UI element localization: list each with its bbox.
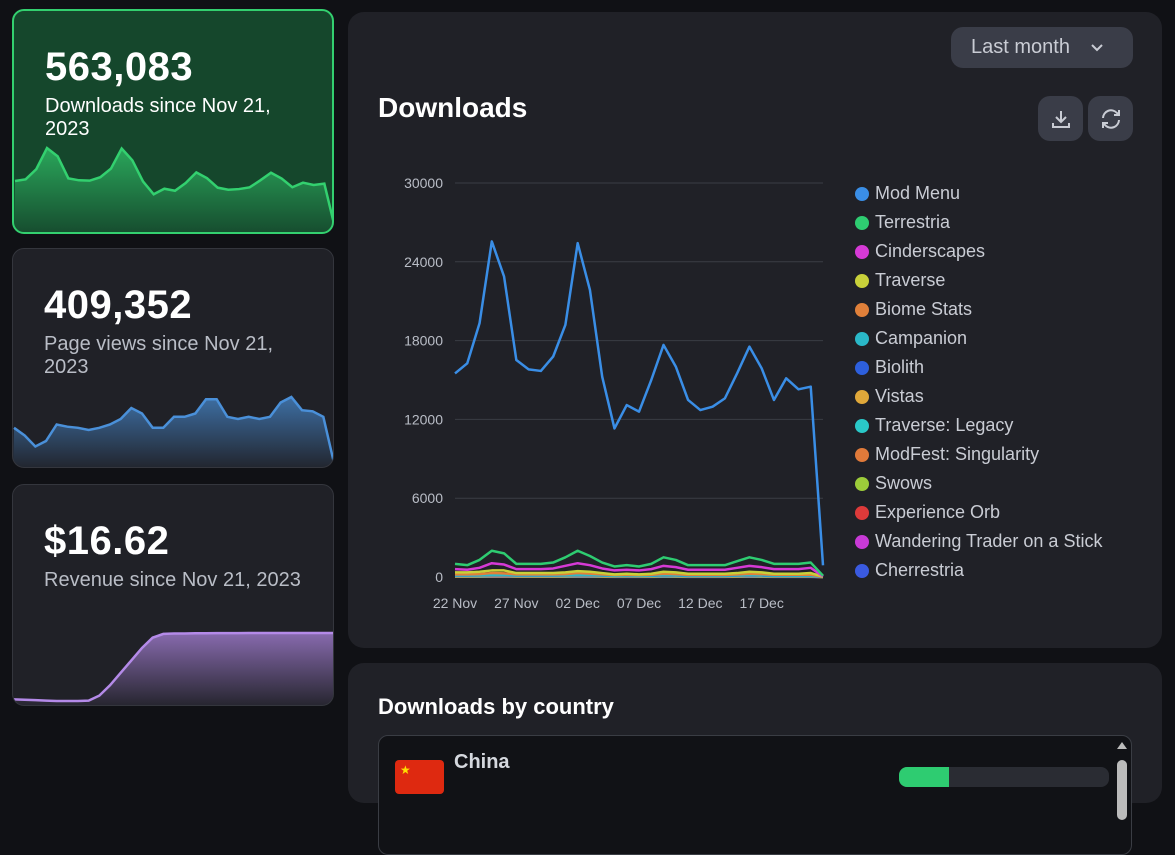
x-tick-label: 22 Nov bbox=[433, 595, 477, 611]
china-flag-icon: ★ bbox=[395, 760, 444, 794]
legend-dot-icon bbox=[855, 274, 869, 288]
legend-dot-icon bbox=[855, 535, 869, 549]
legend-label: Traverse bbox=[875, 270, 945, 291]
x-tick-label: 07 Dec bbox=[617, 595, 661, 611]
downloads-sparkline bbox=[14, 142, 334, 232]
y-tick-label: 0 bbox=[435, 569, 443, 585]
country-share-fill bbox=[899, 767, 949, 787]
legend-dot-icon bbox=[855, 361, 869, 375]
series-line-mod-menu bbox=[455, 241, 823, 565]
legend-label: Experience Orb bbox=[875, 502, 1000, 523]
downloads-total: 563,083 bbox=[45, 45, 193, 90]
x-tick-label: 02 Dec bbox=[555, 595, 599, 611]
page-views-sparkline bbox=[13, 387, 334, 467]
legend-item[interactable]: ModFest: Singularity bbox=[855, 440, 1102, 469]
revenue-sparkline bbox=[13, 625, 334, 705]
legend-label: Campanion bbox=[875, 328, 967, 349]
legend-item[interactable]: Mod Menu bbox=[855, 179, 1102, 208]
legend-label: Cinderscapes bbox=[875, 241, 985, 262]
legend-item[interactable]: Wandering Trader on a Stick bbox=[855, 527, 1102, 556]
legend-item[interactable]: Cherrestria bbox=[855, 556, 1102, 585]
legend-label: Cherrestria bbox=[875, 560, 964, 581]
legend-dot-icon bbox=[855, 564, 869, 578]
legend-item[interactable]: Biolith bbox=[855, 353, 1102, 382]
x-tick-label: 12 Dec bbox=[678, 595, 722, 611]
legend-item[interactable]: Experience Orb bbox=[855, 498, 1102, 527]
legend-item[interactable]: Terrestria bbox=[855, 208, 1102, 237]
page-views-total: 409,352 bbox=[44, 283, 192, 328]
country-share-bar bbox=[899, 767, 1109, 787]
legend-dot-icon bbox=[855, 187, 869, 201]
legend-label: ModFest: Singularity bbox=[875, 444, 1039, 465]
y-tick-label: 12000 bbox=[404, 411, 443, 427]
legend-label: Swows bbox=[875, 473, 932, 494]
y-tick-label: 18000 bbox=[404, 333, 443, 349]
legend-item[interactable]: Campanion bbox=[855, 324, 1102, 353]
chart-legend: Mod Menu Terrestria Cinderscapes Traverse Bi… bbox=[855, 179, 1102, 585]
country-row[interactable]: ★ China bbox=[379, 736, 1114, 796]
scroll-up-icon[interactable] bbox=[1115, 739, 1129, 751]
legend-label: Wandering Trader on a Stick bbox=[875, 531, 1102, 552]
legend-item[interactable]: Traverse: Legacy bbox=[855, 411, 1102, 440]
country-name: China bbox=[454, 751, 510, 774]
country-panel: Downloads by country ★ China bbox=[348, 663, 1162, 803]
revenue-card[interactable]: $16.62 Revenue since Nov 21, 2023 bbox=[12, 484, 334, 706]
legend-dot-icon bbox=[855, 390, 869, 404]
legend-dot-icon bbox=[855, 506, 869, 520]
legend-label: Biolith bbox=[875, 357, 924, 378]
legend-label: Terrestria bbox=[875, 212, 950, 233]
legend-item[interactable]: Swows bbox=[855, 469, 1102, 498]
legend-dot-icon bbox=[855, 216, 869, 230]
legend-label: Biome Stats bbox=[875, 299, 972, 320]
scrollbar-thumb[interactable] bbox=[1117, 760, 1127, 820]
y-tick-label: 30000 bbox=[404, 175, 443, 191]
legend-item[interactable]: Biome Stats bbox=[855, 295, 1102, 324]
legend-dot-icon bbox=[855, 303, 869, 317]
legend-dot-icon bbox=[855, 448, 869, 462]
revenue-total: $16.62 bbox=[44, 519, 169, 564]
page-views-card[interactable]: 409,352 Page views since Nov 21, 2023 bbox=[12, 248, 334, 468]
sparkline-area bbox=[13, 633, 334, 705]
legend-dot-icon bbox=[855, 332, 869, 346]
legend-dot-icon bbox=[855, 419, 869, 433]
legend-item[interactable]: Vistas bbox=[855, 382, 1102, 411]
legend-dot-icon bbox=[855, 245, 869, 259]
legend-item[interactable]: Traverse bbox=[855, 266, 1102, 295]
legend-dot-icon bbox=[855, 477, 869, 491]
scrollbar[interactable] bbox=[1115, 738, 1129, 855]
country-list: ★ China bbox=[378, 735, 1132, 855]
legend-label: Traverse: Legacy bbox=[875, 415, 1013, 436]
legend-item[interactable]: Cinderscapes bbox=[855, 237, 1102, 266]
country-title: Downloads by country bbox=[378, 694, 614, 720]
y-tick-label: 6000 bbox=[412, 490, 443, 506]
sparkline-area bbox=[13, 397, 334, 467]
x-tick-label: 17 Dec bbox=[739, 595, 783, 611]
revenue-label: Revenue since Nov 21, 2023 bbox=[44, 569, 304, 592]
x-tick-label: 27 Nov bbox=[494, 595, 538, 611]
page-views-label: Page views since Nov 21, 2023 bbox=[44, 333, 304, 379]
legend-label: Vistas bbox=[875, 386, 924, 407]
legend-label: Mod Menu bbox=[875, 183, 960, 204]
downloads-card[interactable]: 563,083 Downloads since Nov 21, 2023 bbox=[12, 9, 334, 234]
y-tick-label: 24000 bbox=[404, 254, 443, 270]
downloads-label: Downloads since Nov 21, 2023 bbox=[45, 95, 305, 141]
